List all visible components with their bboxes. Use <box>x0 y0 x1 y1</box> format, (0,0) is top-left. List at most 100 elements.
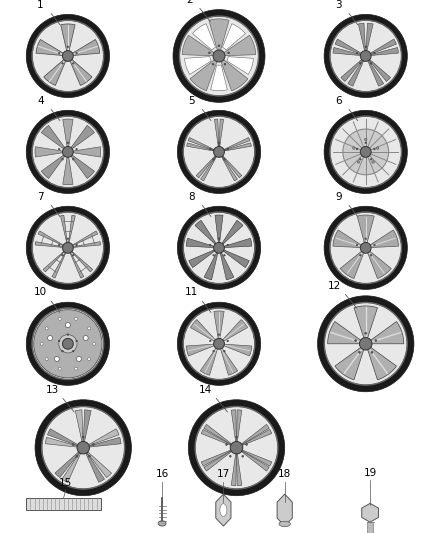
Text: 8: 8 <box>188 191 195 201</box>
Polygon shape <box>357 215 374 243</box>
Polygon shape <box>35 147 63 157</box>
Ellipse shape <box>209 340 211 342</box>
Ellipse shape <box>223 158 225 160</box>
Ellipse shape <box>183 212 255 284</box>
Polygon shape <box>367 251 391 279</box>
Polygon shape <box>237 454 242 486</box>
Polygon shape <box>71 125 95 149</box>
Polygon shape <box>370 39 396 54</box>
Ellipse shape <box>32 116 104 188</box>
Polygon shape <box>354 306 378 338</box>
Ellipse shape <box>35 400 131 496</box>
Ellipse shape <box>227 340 229 342</box>
Ellipse shape <box>42 407 125 489</box>
Text: 15: 15 <box>59 478 72 488</box>
Ellipse shape <box>195 407 278 489</box>
Polygon shape <box>241 424 269 445</box>
Ellipse shape <box>54 357 60 361</box>
Ellipse shape <box>58 148 60 150</box>
Polygon shape <box>187 143 214 151</box>
Ellipse shape <box>357 161 360 163</box>
Polygon shape <box>277 494 292 526</box>
Polygon shape <box>193 24 215 50</box>
Ellipse shape <box>228 52 230 54</box>
Ellipse shape <box>62 254 64 256</box>
Ellipse shape <box>62 158 64 160</box>
Polygon shape <box>224 143 251 151</box>
Ellipse shape <box>236 436 237 438</box>
Polygon shape <box>70 60 92 85</box>
Polygon shape <box>209 19 229 52</box>
Text: 10: 10 <box>34 287 47 297</box>
Ellipse shape <box>88 455 90 457</box>
Ellipse shape <box>365 46 367 47</box>
Text: 9: 9 <box>335 191 342 201</box>
Ellipse shape <box>177 110 261 193</box>
Polygon shape <box>371 47 399 55</box>
Ellipse shape <box>180 16 258 96</box>
Ellipse shape <box>365 332 367 334</box>
Polygon shape <box>214 311 224 339</box>
Ellipse shape <box>67 142 69 143</box>
Ellipse shape <box>173 10 265 102</box>
Polygon shape <box>222 156 242 178</box>
Ellipse shape <box>227 148 229 150</box>
Ellipse shape <box>40 342 43 345</box>
Ellipse shape <box>318 296 414 392</box>
Ellipse shape <box>26 14 110 98</box>
Ellipse shape <box>374 244 375 246</box>
Text: 1: 1 <box>37 0 44 10</box>
Ellipse shape <box>370 62 372 64</box>
Polygon shape <box>60 215 67 243</box>
Ellipse shape <box>279 521 290 527</box>
Ellipse shape <box>370 158 372 160</box>
Ellipse shape <box>32 308 104 379</box>
Ellipse shape <box>92 443 94 446</box>
Polygon shape <box>242 430 272 446</box>
Polygon shape <box>231 454 237 486</box>
Text: 11: 11 <box>185 287 198 297</box>
Polygon shape <box>189 250 215 268</box>
Polygon shape <box>227 56 254 75</box>
Polygon shape <box>200 348 218 375</box>
Ellipse shape <box>58 318 61 320</box>
Ellipse shape <box>58 340 60 342</box>
Ellipse shape <box>360 158 361 160</box>
Ellipse shape <box>177 206 261 289</box>
Ellipse shape <box>330 212 402 284</box>
Ellipse shape <box>177 302 261 385</box>
Text: 18: 18 <box>278 469 291 479</box>
Polygon shape <box>188 138 215 150</box>
Ellipse shape <box>356 148 358 150</box>
Polygon shape <box>348 60 364 86</box>
Polygon shape <box>73 241 101 247</box>
Polygon shape <box>44 60 66 85</box>
Ellipse shape <box>72 443 74 446</box>
Text: 13: 13 <box>46 385 59 394</box>
Ellipse shape <box>72 254 74 256</box>
Text: 7: 7 <box>37 191 44 201</box>
Text: 19: 19 <box>364 467 377 478</box>
Ellipse shape <box>374 148 375 150</box>
Bar <box>26 498 101 510</box>
Ellipse shape <box>360 51 371 61</box>
Ellipse shape <box>218 45 220 47</box>
Ellipse shape <box>48 335 53 341</box>
Polygon shape <box>73 39 100 55</box>
Ellipse shape <box>183 116 255 188</box>
Ellipse shape <box>227 244 229 246</box>
Ellipse shape <box>45 358 48 361</box>
Ellipse shape <box>209 244 211 246</box>
Polygon shape <box>223 320 247 341</box>
Ellipse shape <box>374 52 375 54</box>
Polygon shape <box>358 23 365 51</box>
Ellipse shape <box>76 455 78 457</box>
Ellipse shape <box>67 334 69 335</box>
Ellipse shape <box>34 310 102 378</box>
Polygon shape <box>223 138 250 150</box>
Polygon shape <box>41 155 65 179</box>
Polygon shape <box>63 119 73 147</box>
Ellipse shape <box>213 50 225 62</box>
Ellipse shape <box>208 52 210 54</box>
Ellipse shape <box>360 147 371 157</box>
